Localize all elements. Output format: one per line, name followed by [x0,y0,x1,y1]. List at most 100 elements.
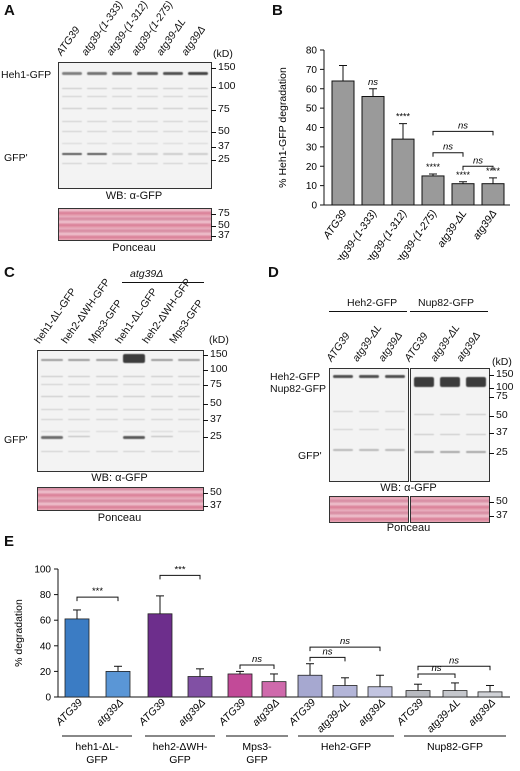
mw-tick [203,437,208,438]
x-tick-label: ATG39 [320,208,349,242]
group-label: heh1-ΔL- [75,741,119,753]
blot-band [86,108,108,109]
blot-lane [411,369,437,481]
y-tick-label: 10 [306,181,318,192]
blot-band [40,436,63,439]
blot-band [178,396,201,397]
blot-lane [84,63,109,188]
blot-band [86,88,108,89]
y-tick-label: 50 [306,104,318,115]
panel-d-group-heh2: Heh2-GFP [347,297,398,309]
panel-c-group-line [122,282,204,283]
panel-d-ponceau-2 [410,496,490,523]
panel-b-letter: B [272,2,283,19]
significance-bracket [309,656,346,662]
x-tick-label: ATG39 [394,697,426,729]
blot-lane [382,369,408,481]
blot-band [178,431,201,432]
blot-band [123,419,146,420]
significance-label: **** [486,166,501,176]
blot-band [465,377,487,387]
mw-label: 25 [496,446,508,458]
mw-tick [489,516,494,517]
significance-label: ns [368,77,378,88]
heh2-gfp-label: Heh2-GFP [270,371,321,383]
blot-lane [59,63,84,188]
blot-band [61,131,82,132]
panel-a-letter: A [4,2,15,19]
mw-tick [489,416,494,417]
blot-band [162,121,183,122]
blot-band [112,72,133,75]
blot-band [61,108,82,109]
blot-band [40,384,63,385]
bracket-label: ns [322,646,332,657]
blot-band [439,377,461,387]
panel-d-ponceau-1 [329,496,409,523]
blot-band [40,451,63,452]
blot-band [332,411,354,412]
wb-label-a: WB: α-GFP [105,190,163,202]
bracket-label: ns [458,120,468,131]
x-tick-label: atg39Δ [250,697,282,729]
bar [481,183,505,206]
panel-a-blot [58,62,212,189]
blot-band [384,375,406,378]
blot-lane [110,63,135,188]
bar [297,674,323,698]
blot-band [112,96,133,97]
panel-b-chart: 0 10 20 30 40 50 60 70 80 % Heh1-GFP degradation A… [277,46,510,260]
x-tick-label: atg39Δ [356,697,388,729]
bar [147,613,173,698]
mw-tick [211,68,216,69]
blot-band [413,414,435,415]
blot-band [40,431,63,432]
blot-band [162,88,183,89]
group-label: heh2-ΔWH- [153,741,208,753]
mw-tick [211,226,216,227]
blot-band [40,419,63,420]
mw-tick [211,214,216,215]
y-tick-label: 100 [34,565,51,576]
mw-tick [203,493,208,494]
blot-band [162,72,183,75]
panel-a-ponceau [58,208,212,241]
mw-tick [489,453,494,454]
lane-label: ATG39 [54,24,83,59]
blot-band [40,376,63,377]
blot-band [178,419,201,420]
blot-lane [148,351,176,471]
blot-band [61,72,82,75]
significance-bracket [239,664,275,669]
blot-band [68,376,91,377]
blot-band [86,72,108,75]
panel-d-blot-nup82 [410,368,490,482]
blot-band [384,411,406,412]
y-tick-label: 20 [306,162,318,173]
bar [451,183,475,206]
blot-band [68,436,91,437]
mw-label: 100 [210,363,228,375]
panel-c-ponceau [37,487,204,511]
blot-band [137,131,158,132]
mw-tick [211,132,216,133]
bracket-label: ns [449,655,459,666]
panel-d-letter: D [268,264,279,281]
bar [391,138,415,206]
mw-label: 150 [496,368,514,380]
blot-lane [93,351,121,471]
bracket-label: *** [92,586,103,597]
bar [64,618,90,698]
panel-c-letter: C [4,264,15,281]
blot-lane [463,369,489,481]
kd-label-c: (kD) [209,334,229,346]
blot-band [150,409,173,410]
bracket-label: ns [252,654,262,665]
blot-band [188,108,209,109]
blot-band [332,375,354,378]
blot-band [61,121,82,122]
bracket-label: ns [443,142,453,153]
blot-band [384,449,406,451]
significance-bracket [432,152,464,157]
blot-band [465,451,487,453]
